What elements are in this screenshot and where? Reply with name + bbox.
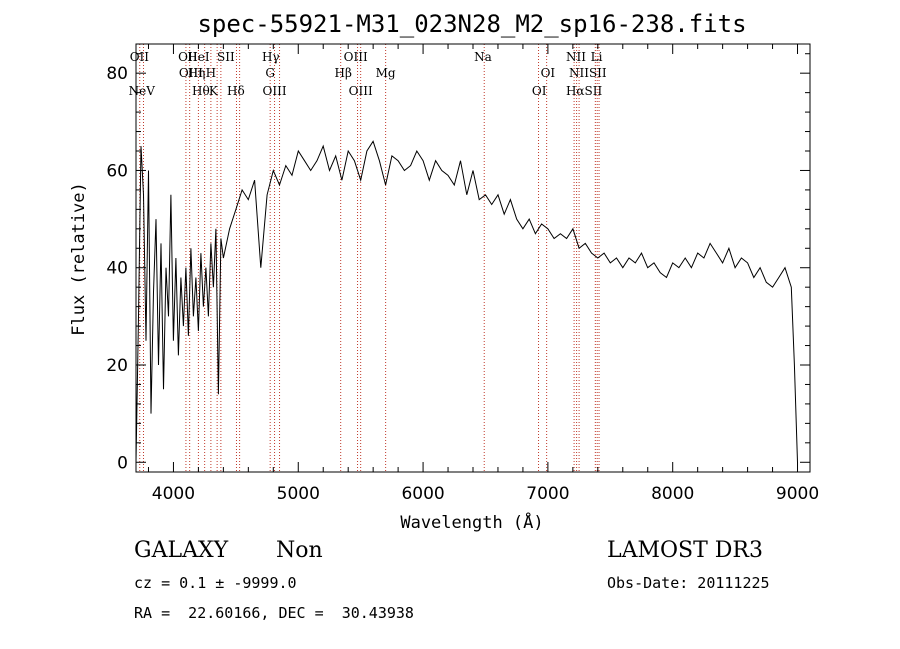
spectral-line-label: G: [265, 66, 275, 80]
spectral-line-label: Hθ: [192, 84, 210, 98]
spectral-line-label: NII: [566, 50, 586, 64]
spectral-line-label: NeV: [129, 84, 156, 98]
spectral-line-label: OI: [541, 66, 556, 80]
y-tick-label: 80: [106, 64, 128, 84]
spectral-line-label: Li: [591, 50, 603, 64]
spectral-line-label: OIII: [344, 50, 368, 64]
x-axis-label: Wavelength (Å): [400, 511, 543, 533]
y-tick-label: 0: [117, 453, 128, 473]
spectral-line-label: Hγ: [262, 50, 280, 64]
x-tick-label: 6000: [401, 484, 444, 504]
y-tick-label: 60: [106, 161, 128, 181]
spectral-line-label: SII: [217, 50, 235, 64]
object-class: GALAXY: [134, 538, 229, 563]
object-subclass: Non: [276, 538, 323, 563]
spectral-line-label: HeI: [187, 50, 210, 64]
survey-name: LAMOST DR3: [607, 538, 763, 563]
observation-date: Obs-Date: 20111225: [607, 574, 770, 592]
spectral-line-label: Na: [474, 50, 492, 64]
x-tick-label: 4000: [152, 484, 195, 504]
coordinates: RA = 22.60166, DEC = 30.43938: [134, 604, 414, 622]
spectral-line-label: H: [206, 66, 216, 80]
y-axis-label: Flux (relative): [69, 182, 89, 336]
x-tick-label: 9000: [776, 484, 819, 504]
y-tick-label: 40: [106, 259, 128, 279]
y-tick-label: 20: [106, 356, 128, 376]
spectral-line-label: NIISII: [569, 66, 607, 80]
spectral-line-label: Hδ: [227, 84, 245, 98]
spectral-line-label: OIII: [349, 84, 373, 98]
spectral-line-label: Hβ: [334, 66, 351, 80]
spectral-line-label: HαSII: [566, 84, 603, 98]
spectral-line-label: OII: [130, 50, 150, 64]
chart-title: spec-55921-M31_023N28_M2_sp16-238.fits: [197, 10, 746, 38]
spectral-line-label: OIII: [179, 66, 203, 80]
spectral-line-label: K: [209, 84, 219, 98]
x-tick-label: 5000: [277, 484, 320, 504]
spectrum-series-line: [135, 140, 798, 463]
x-tick-label: 8000: [651, 484, 694, 504]
redshift-line: cz = 0.1 ± -9999.0: [134, 574, 297, 592]
spectral-line-label: OII: [178, 50, 198, 64]
spectral-line-label: OIII: [263, 84, 287, 98]
x-tick-label: 7000: [526, 484, 569, 504]
spectral-line-label: Hη: [188, 66, 206, 80]
spectral-line-label: OI: [532, 84, 547, 98]
plot-frame: [135, 43, 811, 473]
spectral-line-label: Mg: [376, 66, 396, 80]
